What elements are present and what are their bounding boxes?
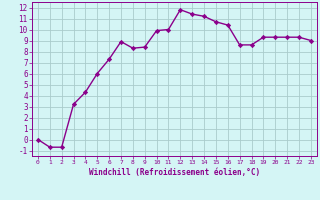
X-axis label: Windchill (Refroidissement éolien,°C): Windchill (Refroidissement éolien,°C): [89, 168, 260, 177]
